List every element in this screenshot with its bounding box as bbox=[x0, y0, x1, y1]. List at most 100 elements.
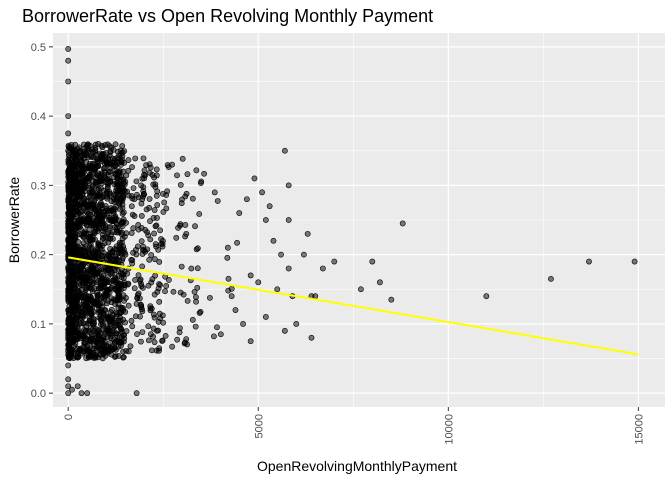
data-point bbox=[135, 226, 142, 233]
data-point bbox=[101, 226, 108, 232]
data-point bbox=[266, 203, 273, 210]
points-layer bbox=[65, 46, 638, 397]
data-point bbox=[81, 302, 87, 309]
data-point bbox=[124, 270, 131, 277]
data-point bbox=[118, 173, 125, 180]
y-axis-title: BorrowerRate bbox=[6, 177, 22, 264]
data-point bbox=[281, 327, 288, 334]
data-point bbox=[138, 238, 145, 245]
data-point bbox=[101, 211, 108, 218]
data-point bbox=[112, 192, 119, 198]
data-point bbox=[74, 383, 81, 390]
data-point bbox=[189, 195, 196, 202]
data-point bbox=[150, 333, 157, 340]
data-point bbox=[312, 293, 319, 300]
data-point bbox=[234, 239, 240, 246]
data-point bbox=[107, 347, 114, 354]
data-point bbox=[132, 277, 138, 283]
data-point bbox=[123, 295, 129, 301]
data-point bbox=[138, 213, 145, 219]
data-point bbox=[116, 287, 123, 294]
data-point bbox=[107, 178, 113, 185]
data-point bbox=[78, 390, 85, 397]
data-point bbox=[151, 230, 157, 237]
data-point bbox=[84, 238, 90, 244]
data-point bbox=[77, 266, 83, 273]
data-point bbox=[369, 258, 376, 265]
data-point bbox=[115, 181, 122, 187]
data-point bbox=[128, 193, 135, 199]
data-point bbox=[138, 182, 145, 189]
data-point bbox=[154, 215, 160, 221]
data-point bbox=[278, 251, 284, 258]
data-point bbox=[99, 336, 106, 343]
data-point bbox=[91, 328, 98, 334]
data-point bbox=[160, 319, 167, 326]
data-point bbox=[97, 345, 104, 352]
data-point bbox=[113, 168, 120, 174]
data-point bbox=[65, 245, 72, 251]
data-point bbox=[120, 180, 127, 187]
data-point bbox=[143, 206, 150, 213]
data-point bbox=[179, 155, 186, 162]
x-tick-label: 0 bbox=[63, 414, 75, 420]
data-point bbox=[151, 311, 157, 318]
data-point bbox=[65, 320, 72, 327]
data-point bbox=[104, 300, 110, 307]
data-point bbox=[196, 310, 203, 316]
data-point bbox=[156, 281, 162, 287]
data-point bbox=[170, 288, 177, 295]
data-point bbox=[122, 308, 129, 315]
data-point bbox=[83, 275, 90, 282]
data-point bbox=[120, 193, 127, 200]
data-point bbox=[308, 334, 315, 341]
data-point bbox=[117, 147, 124, 154]
x-axis-title: OpenRevolvingMonthlyPayment bbox=[257, 458, 457, 474]
data-point bbox=[228, 293, 235, 300]
data-point bbox=[224, 254, 231, 261]
data-point bbox=[65, 224, 72, 230]
data-point bbox=[65, 210, 72, 216]
data-point bbox=[106, 253, 113, 260]
data-point bbox=[162, 288, 168, 295]
data-point bbox=[93, 339, 100, 346]
data-point bbox=[214, 324, 220, 331]
data-point bbox=[85, 327, 92, 334]
data-point bbox=[83, 323, 90, 330]
data-point bbox=[173, 234, 180, 241]
data-point bbox=[631, 258, 638, 265]
data-point bbox=[357, 286, 364, 293]
data-point bbox=[88, 278, 94, 285]
data-point bbox=[109, 248, 116, 254]
data-point bbox=[92, 165, 98, 172]
data-point bbox=[65, 196, 72, 203]
data-point bbox=[115, 317, 122, 324]
data-point bbox=[95, 268, 101, 275]
data-point bbox=[112, 141, 119, 148]
data-point bbox=[120, 209, 127, 216]
data-point bbox=[92, 236, 98, 243]
data-point bbox=[146, 256, 153, 263]
data-point bbox=[134, 243, 141, 250]
data-point bbox=[150, 325, 157, 332]
data-point bbox=[66, 329, 72, 336]
data-point bbox=[174, 336, 181, 343]
data-point bbox=[76, 203, 83, 209]
data-point bbox=[148, 252, 155, 258]
data-point bbox=[107, 318, 114, 325]
data-point bbox=[86, 201, 93, 208]
data-point bbox=[177, 289, 184, 296]
data-point bbox=[65, 279, 72, 286]
data-point bbox=[78, 308, 85, 315]
data-point bbox=[65, 182, 72, 189]
data-point bbox=[65, 46, 72, 52]
data-point bbox=[65, 390, 72, 397]
data-point bbox=[76, 347, 83, 354]
data-point bbox=[78, 183, 85, 190]
data-point bbox=[134, 294, 141, 301]
data-point bbox=[112, 354, 118, 360]
data-point bbox=[399, 220, 406, 227]
data-point bbox=[93, 151, 99, 158]
data-point bbox=[304, 230, 311, 237]
data-point bbox=[183, 230, 190, 237]
